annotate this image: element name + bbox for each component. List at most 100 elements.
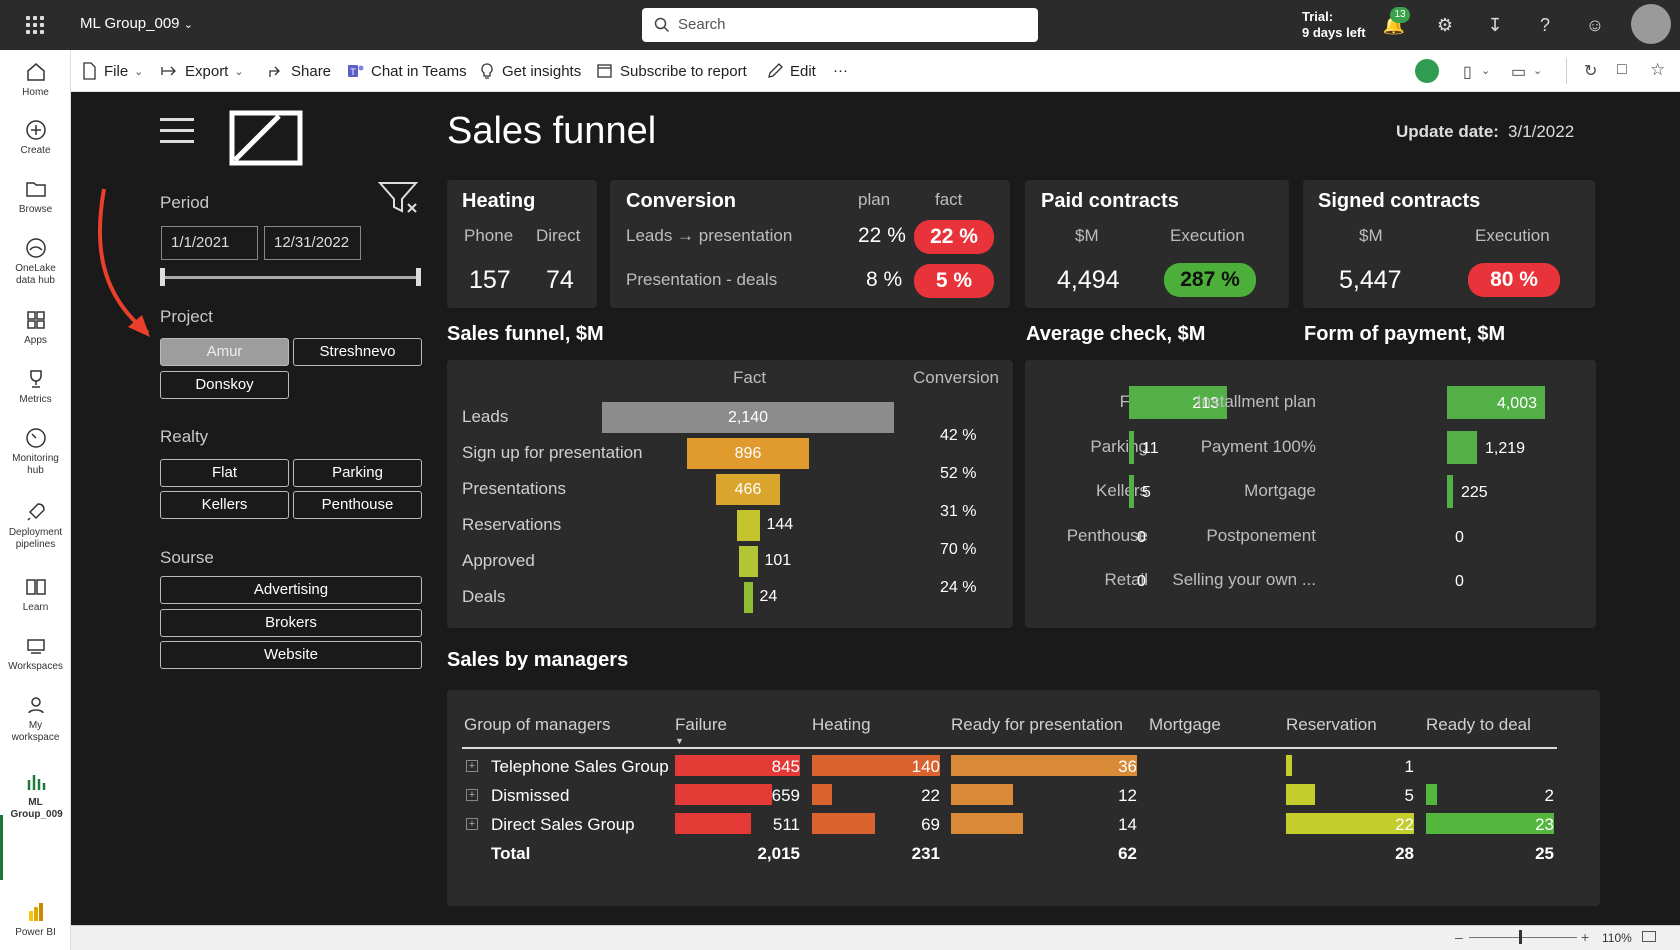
realty-flat[interactable]: Flat <box>160 459 289 487</box>
nav-ml-group[interactable]: ML Group_009 <box>0 770 71 821</box>
nav-browse[interactable]: Browse <box>0 177 71 216</box>
manager-group-name[interactable]: Dismissed <box>491 786 570 805</box>
refresh-icon[interactable]: ↻ <box>1584 63 1598 80</box>
end-date-input[interactable]: 12/31/2022 <box>264 226 361 260</box>
funnel-stage-label: Deals <box>462 587 506 606</box>
nav-learn[interactable]: Learn <box>0 575 71 614</box>
column-header[interactable]: Heating <box>812 715 871 734</box>
conversion-row2-fact: 5 % <box>914 264 994 298</box>
project-amur[interactable]: Amur <box>160 338 289 366</box>
more-options-button[interactable]: ··· <box>833 62 848 79</box>
heating-direct-label: Direct <box>536 226 581 245</box>
gear-icon[interactable]: ⚙ <box>1436 15 1454 35</box>
nav-apps[interactable]: Apps <box>0 308 71 347</box>
nav-create[interactable]: Create <box>0 118 71 157</box>
nav-monitoring[interactable]: Monitoring hub <box>0 426 71 477</box>
nav-home[interactable]: Home <box>0 60 71 99</box>
export-menu[interactable]: Export ⌄ <box>161 62 244 80</box>
expand-row-icon[interactable]: + <box>466 789 478 801</box>
zoom-in-icon[interactable]: + <box>1581 929 1590 945</box>
reservation-value: 22 <box>1395 815 1414 834</box>
report-icon <box>27 775 45 790</box>
folder-icon <box>25 182 46 197</box>
subscribe-button[interactable]: Subscribe to report <box>596 62 747 80</box>
nav-workspaces[interactable]: Workspaces <box>0 634 71 673</box>
expand-row-icon[interactable]: + <box>466 818 478 830</box>
svg-text:T: T <box>350 67 356 77</box>
comment-icon[interactable]: □ <box>1617 61 1627 78</box>
source-advertising[interactable]: Advertising <box>160 576 422 604</box>
column-header[interactable]: Group of managers <box>464 715 611 734</box>
deal-value: 2 <box>1544 786 1554 805</box>
nav-powerbi[interactable]: Power BI <box>0 900 71 939</box>
managers-table[interactable]: Group of managers Failure Heating Ready for… <box>447 690 1600 906</box>
chevron-down-icon[interactable]: ⌄ <box>1533 65 1543 77</box>
clear-filters-icon[interactable] <box>378 180 422 216</box>
workspace-switcher[interactable]: ML Group_009 ⌄ <box>80 15 193 32</box>
manager-group-name[interactable]: Direct Sales Group <box>491 815 635 834</box>
nav-my-workspace[interactable]: My workspace <box>0 693 71 744</box>
funnel-title: Sales funnel, $M <box>447 323 604 345</box>
download-icon[interactable]: ↧ <box>1487 15 1503 35</box>
funnel-panel[interactable]: Fact Conversion Leads 2,140 Sign up for pr… <box>447 360 1013 628</box>
bookmark-icon[interactable]: ▯ <box>1463 64 1472 81</box>
paid-contracts-card[interactable]: Paid contracts $M Execution 4,494 287 % <box>1025 180 1289 308</box>
avg-payment-panel[interactable]: Flat213Parking11Kellers5Penthouse0Retail… <box>1025 360 1596 628</box>
hamburger-icon[interactable] <box>160 118 194 146</box>
nav-metrics[interactable]: Metrics <box>0 367 71 406</box>
expand-row-icon[interactable]: + <box>466 760 478 772</box>
chat-in-teams-button[interactable]: T Chat in Teams <box>347 62 467 80</box>
zoom-slider[interactable] <box>1469 937 1577 938</box>
column-header[interactable]: Ready to deal <box>1426 715 1531 734</box>
zoom-out-icon[interactable]: – <box>1455 929 1463 945</box>
feedback-icon[interactable]: ☺ <box>1585 15 1605 35</box>
realty-kellers[interactable]: Kellers <box>160 491 289 519</box>
view-icon[interactable]: ▭ <box>1511 64 1527 81</box>
search-input[interactable]: Search <box>642 8 1038 42</box>
project-donskoy[interactable]: Donskoy <box>160 371 289 399</box>
realty-parking[interactable]: Parking <box>293 459 422 487</box>
payment-label: Mortgage <box>1244 481 1316 500</box>
app-launcher-icon[interactable] <box>26 16 44 34</box>
column-header[interactable]: Mortgage <box>1149 715 1221 734</box>
star-icon[interactable]: ☆ <box>1650 60 1666 79</box>
payment-bar <box>1447 475 1453 508</box>
source-website[interactable]: Website <box>160 641 422 669</box>
deal-value: 23 <box>1535 815 1554 834</box>
lightbulb-icon <box>481 63 493 79</box>
fit-page-icon[interactable] <box>1642 931 1656 942</box>
conversion-card[interactable]: Conversion plan fact Leads → presentatio… <box>610 180 1010 308</box>
column-header[interactable]: Failure <box>675 715 727 734</box>
date-slider-handle-end[interactable] <box>416 268 421 286</box>
edit-button[interactable]: Edit <box>766 62 816 80</box>
reservation-value: 1 <box>1404 757 1414 776</box>
file-menu[interactable]: File ⌄ <box>80 62 143 80</box>
share-button[interactable]: Share <box>267 62 331 80</box>
help-icon[interactable]: ? <box>1539 15 1550 35</box>
zoom-slider-handle[interactable] <box>1519 930 1522 944</box>
date-slider-track[interactable] <box>162 276 420 279</box>
export-icon <box>161 66 176 76</box>
sort-desc-icon[interactable]: ▼ <box>675 736 684 746</box>
project-streshnevo[interactable]: Streshnevo <box>293 338 422 366</box>
nav-deployment[interactable]: Deployment pipelines <box>0 500 71 551</box>
ready-bar <box>951 784 1013 805</box>
deal-bar <box>1426 813 1554 834</box>
heating-card[interactable]: Heating Phone Direct 157 74 <box>447 180 597 308</box>
chevron-down-icon[interactable]: ⌄ <box>1481 65 1491 77</box>
start-date-input[interactable]: 1/1/2021 <box>161 226 258 260</box>
avatar[interactable] <box>1631 4 1671 44</box>
sync-icon[interactable] <box>1415 59 1439 83</box>
divider <box>1566 58 1567 84</box>
column-header[interactable]: Reservation <box>1286 715 1377 734</box>
get-insights-button[interactable]: Get insights <box>478 62 581 80</box>
source-brokers[interactable]: Brokers <box>160 609 422 637</box>
date-slider-handle-start[interactable] <box>160 268 165 286</box>
column-header[interactable]: Ready for presentation <box>951 715 1123 734</box>
nav-onelake[interactable]: OneLake data hub <box>0 236 71 287</box>
paid-value: 4,494 <box>1057 266 1120 294</box>
signed-contracts-card[interactable]: Signed contracts $M Execution 5,447 80 % <box>1303 180 1595 308</box>
realty-penthouse[interactable]: Penthouse <box>293 491 422 519</box>
funnel-conversion-value: 31 % <box>940 503 977 520</box>
manager-group-name[interactable]: Telephone Sales Group <box>491 757 669 776</box>
